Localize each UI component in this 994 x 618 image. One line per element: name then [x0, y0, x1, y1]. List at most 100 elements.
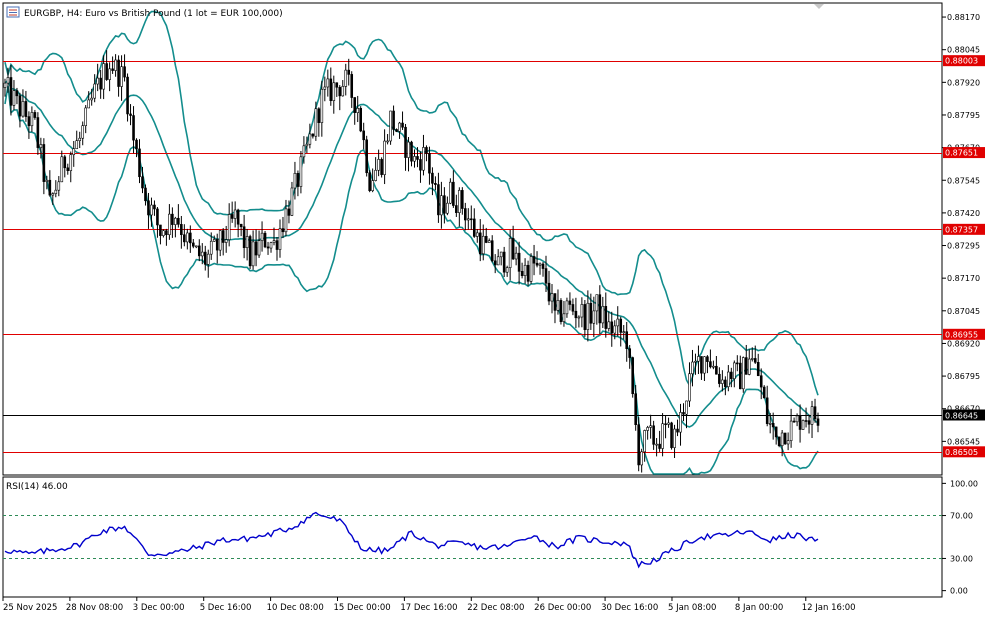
candle	[389, 110, 392, 145]
chart-title: EURGBP, H4: Euro vs British Pound (1 lot…	[24, 9, 283, 19]
candle	[305, 136, 309, 154]
candle	[30, 106, 34, 132]
candle	[323, 76, 327, 102]
candle	[481, 224, 485, 261]
candle	[529, 253, 533, 284]
candle	[419, 151, 422, 183]
candle	[341, 80, 345, 97]
candle	[197, 239, 201, 262]
candle	[257, 230, 261, 258]
candle	[505, 265, 509, 277]
candle	[619, 316, 623, 347]
candle	[21, 89, 25, 118]
candle	[520, 262, 524, 279]
svg-text:0.86955: 0.86955	[945, 330, 978, 339]
candle	[57, 176, 61, 197]
candle	[786, 432, 790, 451]
candle	[320, 80, 324, 137]
candle	[266, 241, 270, 255]
candle	[798, 404, 802, 443]
candle	[302, 136, 306, 164]
candle	[6, 67, 10, 93]
candle	[502, 246, 506, 278]
candle	[209, 232, 213, 260]
candle	[724, 376, 727, 396]
candle	[12, 80, 16, 111]
level-price-badge: 0.86955	[943, 328, 985, 340]
candle	[126, 73, 129, 122]
candle	[547, 270, 551, 306]
candle	[60, 150, 64, 183]
candle	[706, 355, 709, 374]
candle	[780, 429, 784, 457]
candle	[586, 290, 590, 342]
candle	[490, 235, 494, 263]
candle	[189, 225, 192, 253]
candle	[326, 69, 330, 97]
candle	[718, 367, 721, 388]
candle	[108, 62, 111, 92]
candle	[194, 245, 198, 249]
candle	[377, 149, 380, 177]
candle	[556, 289, 560, 315]
time-tick-label: 17 Dec 16:00	[400, 603, 457, 613]
svg-text:0.87357: 0.87357	[945, 225, 978, 234]
candle	[437, 172, 440, 223]
candle	[344, 63, 348, 96]
candle	[227, 203, 231, 247]
candle	[371, 168, 374, 193]
candle	[733, 360, 736, 388]
candle	[736, 355, 739, 372]
candle	[200, 243, 204, 265]
candle	[72, 140, 76, 167]
time-tick-label: 28 Nov 08:00	[66, 603, 123, 613]
candle	[691, 349, 694, 387]
candle	[150, 197, 153, 227]
candle	[673, 424, 676, 459]
candle	[771, 412, 775, 440]
candle	[84, 105, 88, 134]
candle	[458, 187, 461, 227]
candle	[416, 147, 419, 168]
candle	[165, 228, 168, 246]
candle	[174, 216, 177, 238]
candle	[816, 412, 820, 433]
candle	[428, 146, 431, 185]
candle	[571, 298, 575, 316]
price-tick-label: 0.86920	[947, 339, 980, 348]
candle	[472, 208, 476, 238]
candle	[353, 97, 357, 125]
candle	[338, 85, 342, 111]
candle	[87, 91, 90, 109]
candle	[284, 199, 288, 237]
level-price-badge: 0.87651	[943, 147, 985, 159]
candle	[789, 408, 793, 448]
scroll-marker-icon[interactable]	[814, 4, 824, 9]
candle	[455, 194, 458, 217]
candle	[272, 227, 276, 246]
candle	[18, 92, 22, 128]
candle	[466, 208, 470, 230]
candle	[186, 228, 189, 250]
candle	[562, 300, 566, 327]
candle	[75, 130, 79, 150]
candle	[350, 71, 354, 108]
level-price-badge: 0.88003	[943, 55, 985, 67]
price-tick-label: 0.88170	[947, 13, 980, 22]
svg-text:0.88003: 0.88003	[945, 57, 978, 66]
candle	[514, 246, 518, 266]
candle	[398, 121, 401, 139]
candle	[580, 297, 584, 328]
candle	[129, 104, 132, 126]
candle	[203, 245, 207, 271]
price-tick-label: 0.86545	[947, 437, 980, 446]
candle	[3, 78, 7, 97]
bb-upper-band	[4, 10, 819, 396]
candle	[392, 105, 395, 136]
price-tick-label: 0.88045	[947, 46, 980, 55]
candle	[464, 202, 467, 231]
candle	[99, 69, 102, 99]
candle	[356, 95, 360, 123]
candle	[24, 90, 28, 122]
